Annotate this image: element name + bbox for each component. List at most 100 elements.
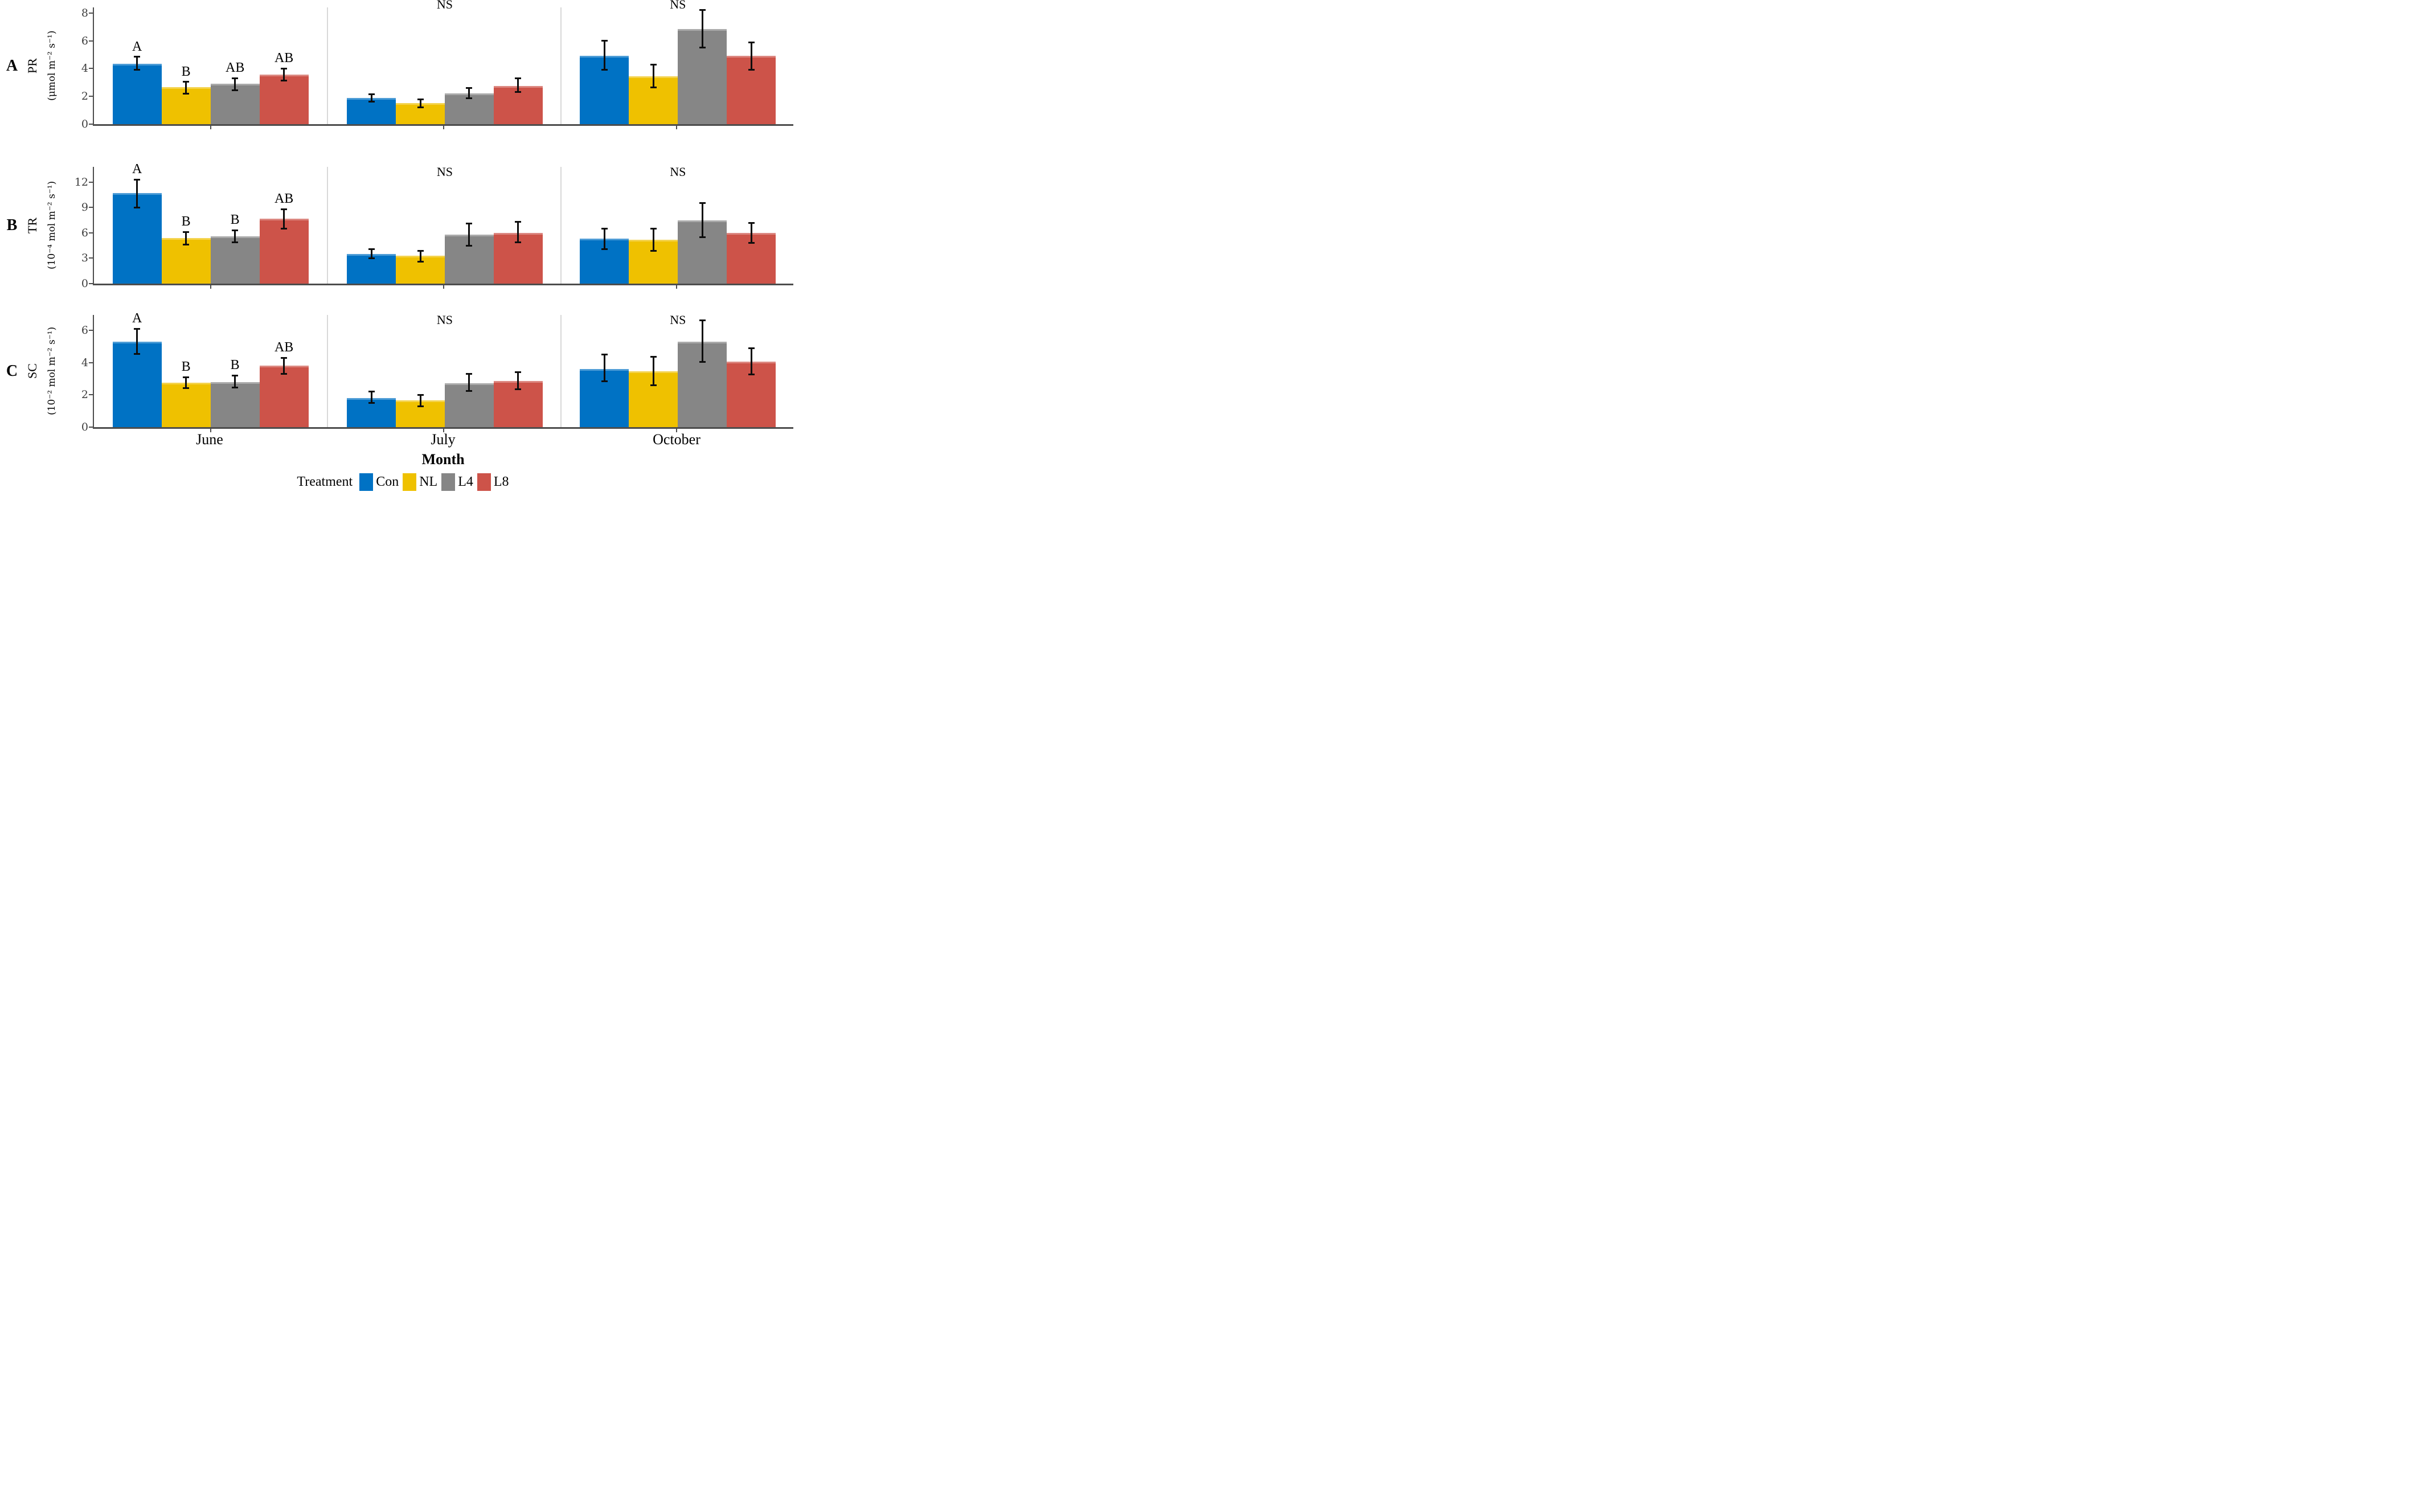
- error-bar-cap: [699, 9, 706, 11]
- bar-con-october: [580, 7, 629, 124]
- bar-con-october: [580, 167, 629, 284]
- error-bar: [468, 88, 470, 99]
- panel-a-unit-label: (μmol m⁻² s⁻¹): [46, 30, 58, 101]
- legend-label-con: Con: [376, 474, 399, 489]
- bar-nl-october: [629, 315, 678, 427]
- y-tick-label-A-4: 4: [81, 62, 88, 75]
- error-bar-cap: [232, 374, 239, 376]
- error-bar-cap: [134, 353, 141, 355]
- panel-b-letter: B: [6, 216, 18, 234]
- bar-nl-july: [396, 167, 445, 284]
- error-bar-cap: [281, 227, 288, 230]
- error-bar-cap: [183, 244, 190, 246]
- bar-group: A B AB AB: [112, 7, 309, 124]
- error-bar-cap: [601, 380, 608, 382]
- error-bar-cap: [515, 221, 522, 223]
- panel-c-july-group: NS: [327, 314, 561, 427]
- error-bar-cap: [281, 79, 288, 81]
- bar-nl-october: [629, 167, 678, 284]
- bar-group: [580, 315, 776, 427]
- bar-l8-october: [727, 167, 776, 284]
- error-bar-cap: [134, 206, 141, 208]
- y-tick-mark: [89, 181, 94, 183]
- error-bar: [185, 232, 187, 245]
- error-bar-cap: [281, 67, 288, 69]
- legend-title: Treatment: [297, 474, 353, 489]
- error-bar-cap: [466, 223, 473, 225]
- significance-letter: AB: [274, 191, 294, 207]
- y-tick-mark: [89, 40, 94, 42]
- error-bar-cap: [417, 405, 424, 407]
- bar-group: [347, 315, 543, 427]
- error-bar: [517, 78, 519, 92]
- month-label-june: June: [196, 431, 223, 448]
- error-bar: [750, 348, 752, 375]
- y-tick-mark: [89, 257, 94, 259]
- error-bar: [603, 40, 605, 70]
- y-tick-label-A-0: 0: [81, 118, 88, 130]
- error-bar-cap: [699, 47, 706, 49]
- y-tick-label-C-0: 0: [81, 421, 88, 433]
- error-bar: [517, 222, 519, 243]
- legend-swatch-l8-icon: [477, 473, 491, 491]
- error-bar: [234, 230, 236, 243]
- ns-significance-label: NS: [670, 0, 686, 11]
- bar-l4-july: [445, 315, 494, 427]
- panel-b-plot: A B B AB NS NS: [89, 162, 793, 289]
- error-bar-cap: [232, 387, 239, 389]
- bar-nl-july: [396, 7, 445, 124]
- x-tick-mark-june: [210, 285, 211, 289]
- bar-group: [347, 7, 543, 124]
- y-tick-label-B-6: 6: [81, 226, 88, 239]
- error-bar-cap: [417, 260, 424, 263]
- error-bar: [185, 81, 187, 94]
- bar-con-october: [580, 315, 629, 427]
- panel-c-unit-label: (10⁻² mol m⁻² s⁻¹): [46, 326, 58, 416]
- error-bar-cap: [134, 178, 141, 181]
- error-bar-cap: [417, 98, 424, 100]
- error-bar-cap: [699, 319, 706, 322]
- error-bar: [750, 42, 752, 70]
- error-bar: [185, 377, 187, 388]
- error-bar-cap: [281, 357, 288, 359]
- x-tick-mark-october: [676, 126, 678, 129]
- error-bar: [234, 375, 236, 388]
- legend-swatch-nl-icon: [403, 473, 417, 491]
- y-tick-mark: [89, 96, 94, 97]
- error-bar-cap: [650, 63, 657, 65]
- error-bar-cap: [368, 93, 375, 96]
- error-bar: [468, 374, 470, 391]
- bar-rect-l8: [259, 366, 309, 427]
- x-axis-title: Month: [421, 451, 465, 468]
- panel-c-june-group: A B B AB: [94, 312, 327, 427]
- significance-letter: AB: [274, 340, 294, 355]
- bar-l4-july: [445, 167, 494, 284]
- bar-nl-june: B: [161, 7, 211, 124]
- error-bar: [370, 391, 372, 403]
- panel-b-yaxis-ticks: 0 3 6 9 12: [63, 167, 93, 290]
- y-tick-mark: [89, 362, 94, 363]
- error-bar-cap: [699, 202, 706, 204]
- bar-l4-june: B: [210, 167, 260, 284]
- bar-l8-july: [493, 167, 543, 284]
- error-bar: [370, 249, 372, 259]
- bar-rect-nl: [161, 383, 211, 427]
- error-bar-cap: [515, 77, 522, 79]
- y-tick-mark: [89, 232, 94, 233]
- error-bar: [701, 10, 703, 48]
- y-tick-mark: [89, 283, 94, 284]
- error-bar-cap: [134, 69, 141, 71]
- bar-con-june: A: [112, 7, 162, 124]
- error-bar-cap: [466, 390, 473, 392]
- ns-significance-label: NS: [670, 313, 686, 327]
- legend-label-l8: L8: [493, 474, 509, 489]
- x-tick-mark-july: [443, 126, 444, 129]
- panel-c-gutter: C SC (10⁻² mol m⁻² s⁻¹) 0 2 4 6: [0, 315, 93, 433]
- panel-a-yaxis-ticks: 0 2 4 6 8: [63, 7, 93, 130]
- error-bar-cap: [515, 371, 522, 374]
- error-bar-cap: [748, 222, 755, 224]
- error-bar-cap: [417, 249, 424, 252]
- legend-label-nl: NL: [419, 474, 438, 489]
- error-bar-cap: [232, 241, 239, 243]
